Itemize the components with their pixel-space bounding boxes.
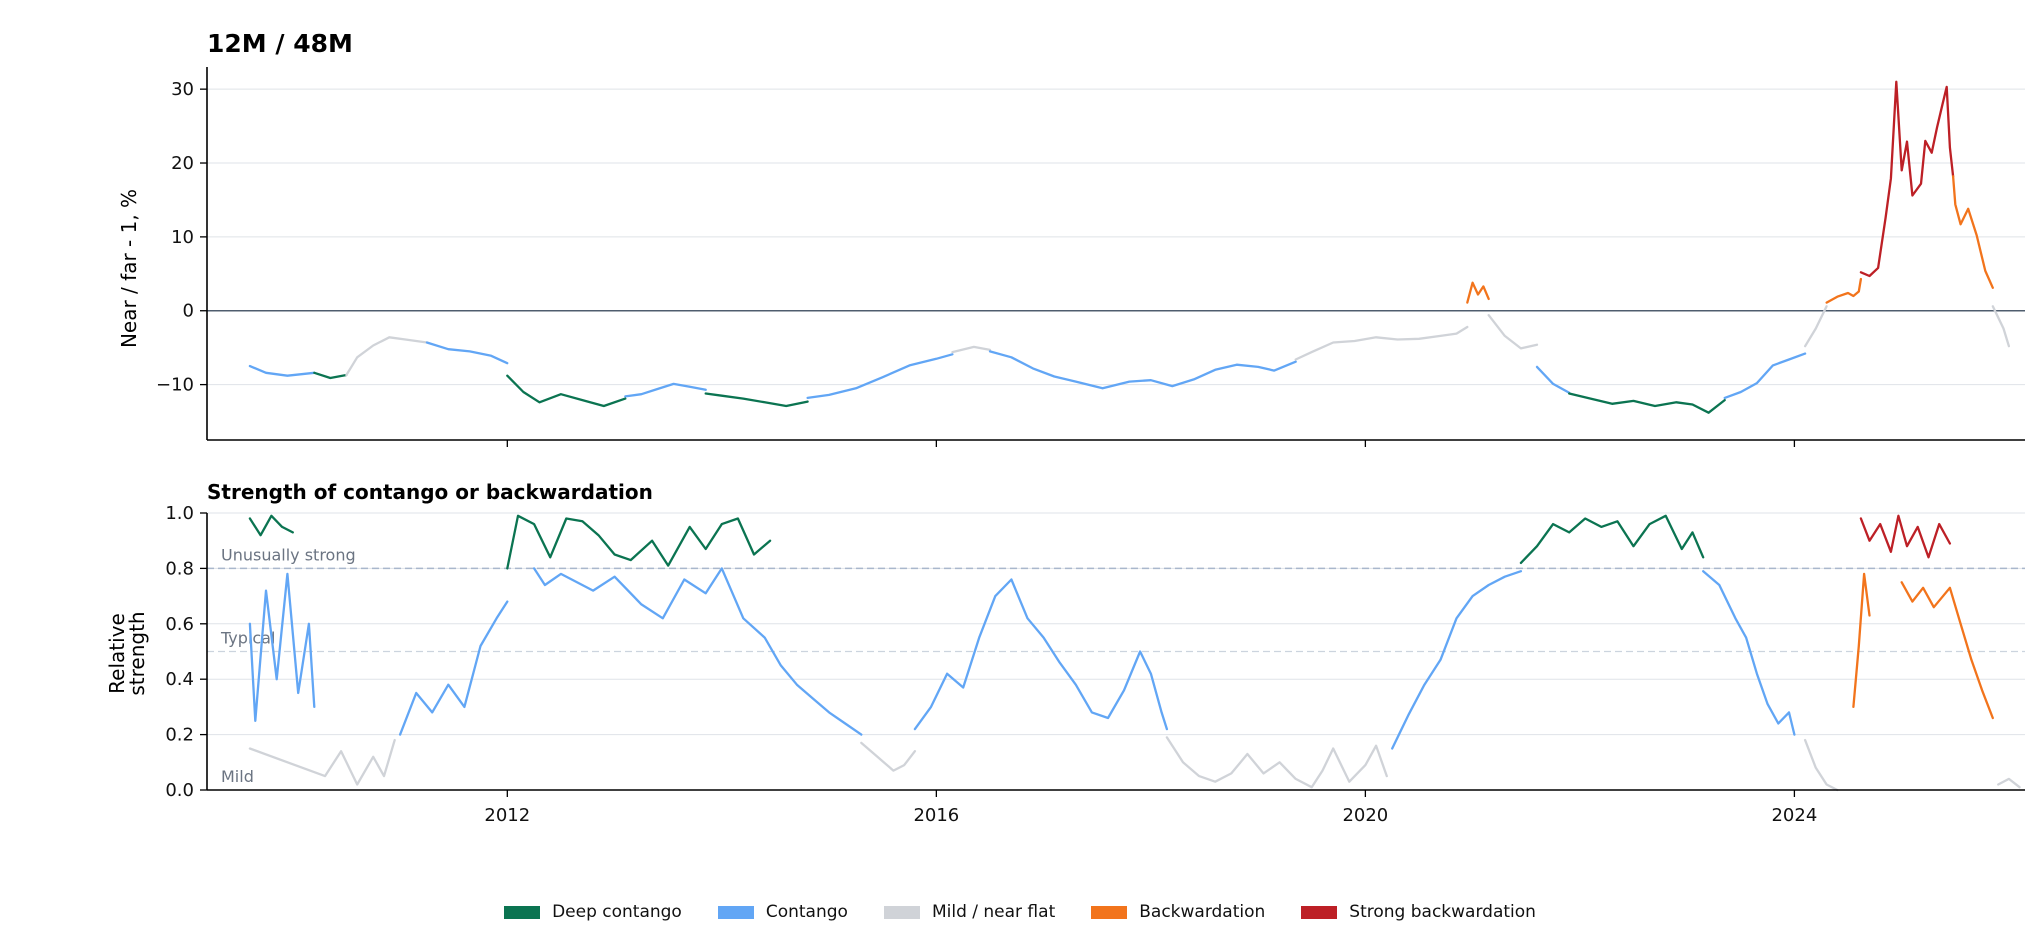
series-line-contango bbox=[806, 353, 954, 400]
legend: Deep contango Contango Mild / near flat Bac… bbox=[0, 902, 2040, 922]
legend-item: Mild / near flat bbox=[883, 902, 1056, 922]
series-line-contango bbox=[1702, 570, 1796, 736]
chart-title: Strength of contango or backwardation bbox=[207, 480, 653, 504]
y-tick-label: 0 bbox=[183, 301, 194, 322]
series-line-deep-contango bbox=[248, 514, 294, 537]
series-line-contango bbox=[988, 350, 1297, 390]
series-line-contango bbox=[913, 578, 1169, 731]
y-tick-label: 1.0 bbox=[165, 503, 194, 524]
legend-label: Mild / near flat bbox=[931, 902, 1056, 922]
y-axis-label-line: strength bbox=[125, 611, 149, 695]
x-tick-label: 2012 bbox=[484, 805, 530, 826]
y-tick-label: 30 bbox=[171, 79, 194, 100]
legend-swatch bbox=[883, 905, 920, 919]
legend-swatch bbox=[1091, 905, 1128, 919]
legend-item: Deep contango bbox=[504, 902, 682, 922]
series-line-deep-contango bbox=[506, 514, 772, 570]
series-line-contango bbox=[624, 382, 707, 398]
series-line-mild bbox=[1803, 305, 1828, 348]
series-line-deep-contango bbox=[704, 392, 809, 408]
strength-panel: 0.0 0.2 0.4 0.6 0.8 1.0 Unusually strong Typica… bbox=[105, 480, 2025, 826]
series-line-mild bbox=[345, 336, 429, 377]
series-line-strong-backwardation bbox=[1859, 80, 1955, 278]
series-line-mild bbox=[1165, 736, 1388, 789]
threshold-label: Typical bbox=[220, 629, 275, 648]
series-line-backwardation bbox=[1852, 572, 1871, 709]
series-line-contango bbox=[1723, 352, 1807, 400]
series-line-deep-contango bbox=[313, 371, 348, 380]
x-tick-label: 2020 bbox=[1342, 805, 1388, 826]
legend-item: Strong backwardation bbox=[1301, 902, 1536, 922]
legend-swatch bbox=[717, 905, 754, 919]
series-line-contango bbox=[398, 600, 509, 736]
legend-label: Strong backwardation bbox=[1349, 902, 1536, 922]
legend-swatch bbox=[504, 905, 541, 919]
series-line-deep-contango bbox=[1568, 392, 1726, 414]
legend-item: Contango bbox=[717, 902, 848, 922]
legend-label: Deep contango bbox=[552, 902, 682, 922]
series-line-mild bbox=[1487, 314, 1539, 350]
series-line-mild bbox=[951, 345, 992, 354]
legend-item: Backwardation bbox=[1091, 902, 1265, 922]
y-tick-label: −10 bbox=[156, 375, 194, 396]
y-tick-label: 0.2 bbox=[165, 725, 194, 746]
series-line-contango bbox=[1391, 570, 1523, 750]
y-tick-label: 0.6 bbox=[165, 614, 194, 635]
series-line-contango bbox=[532, 567, 863, 736]
y-axis-label: Near / far - 1, % bbox=[117, 189, 141, 348]
threshold-label: Unusually strong bbox=[221, 545, 356, 564]
series-line-contango bbox=[1535, 365, 1571, 394]
series-line-mild bbox=[248, 738, 396, 786]
series-line-backwardation bbox=[1466, 281, 1490, 304]
y-tick-label: 0.0 bbox=[165, 780, 194, 801]
legend-label: Backwardation bbox=[1139, 902, 1266, 922]
series-line-backwardation bbox=[1900, 581, 1994, 720]
series-line-mild bbox=[860, 741, 917, 772]
y-axis-label-line: Relative bbox=[105, 613, 129, 694]
series-line-mild bbox=[1294, 325, 1469, 361]
series-line-mild bbox=[1997, 777, 2021, 789]
series-line-deep-contango bbox=[1519, 514, 1705, 565]
series-line-contango bbox=[248, 572, 316, 722]
series-line-mild bbox=[1803, 738, 1839, 792]
x-tick-label: 2024 bbox=[1771, 805, 1817, 826]
y-tick-label: 0.4 bbox=[165, 669, 194, 690]
series-line-backwardation bbox=[1825, 277, 1863, 304]
series-line-backwardation bbox=[1951, 175, 1994, 289]
series-line-mild bbox=[1991, 305, 2011, 348]
spread-panel: −10 0 10 20 30 12M / 48M Near / far - 1, % bbox=[117, 29, 2025, 447]
legend-swatch bbox=[1301, 905, 1338, 919]
threshold-label: Mild bbox=[221, 767, 254, 786]
y-tick-label: 0.8 bbox=[165, 558, 194, 579]
y-tick-label: 10 bbox=[171, 227, 194, 248]
series-line-strong-backwardation bbox=[1859, 514, 1952, 559]
y-tick-label: 20 bbox=[171, 153, 194, 174]
chart-title: 12M / 48M bbox=[207, 29, 353, 58]
series-line-contango bbox=[248, 364, 316, 377]
x-tick-label: 2016 bbox=[913, 805, 959, 826]
series-line-contango bbox=[425, 341, 509, 365]
legend-label: Contango bbox=[765, 902, 848, 922]
series-line-deep-contango bbox=[506, 374, 627, 408]
